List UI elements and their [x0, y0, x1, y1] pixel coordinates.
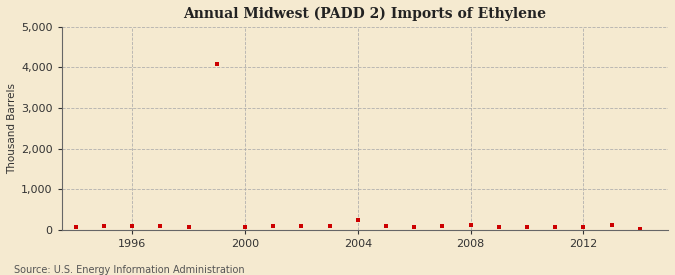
Text: Source: U.S. Energy Information Administration: Source: U.S. Energy Information Administ…: [14, 265, 244, 275]
Title: Annual Midwest (PADD 2) Imports of Ethylene: Annual Midwest (PADD 2) Imports of Ethyl…: [184, 7, 546, 21]
Y-axis label: Thousand Barrels: Thousand Barrels: [7, 83, 17, 174]
